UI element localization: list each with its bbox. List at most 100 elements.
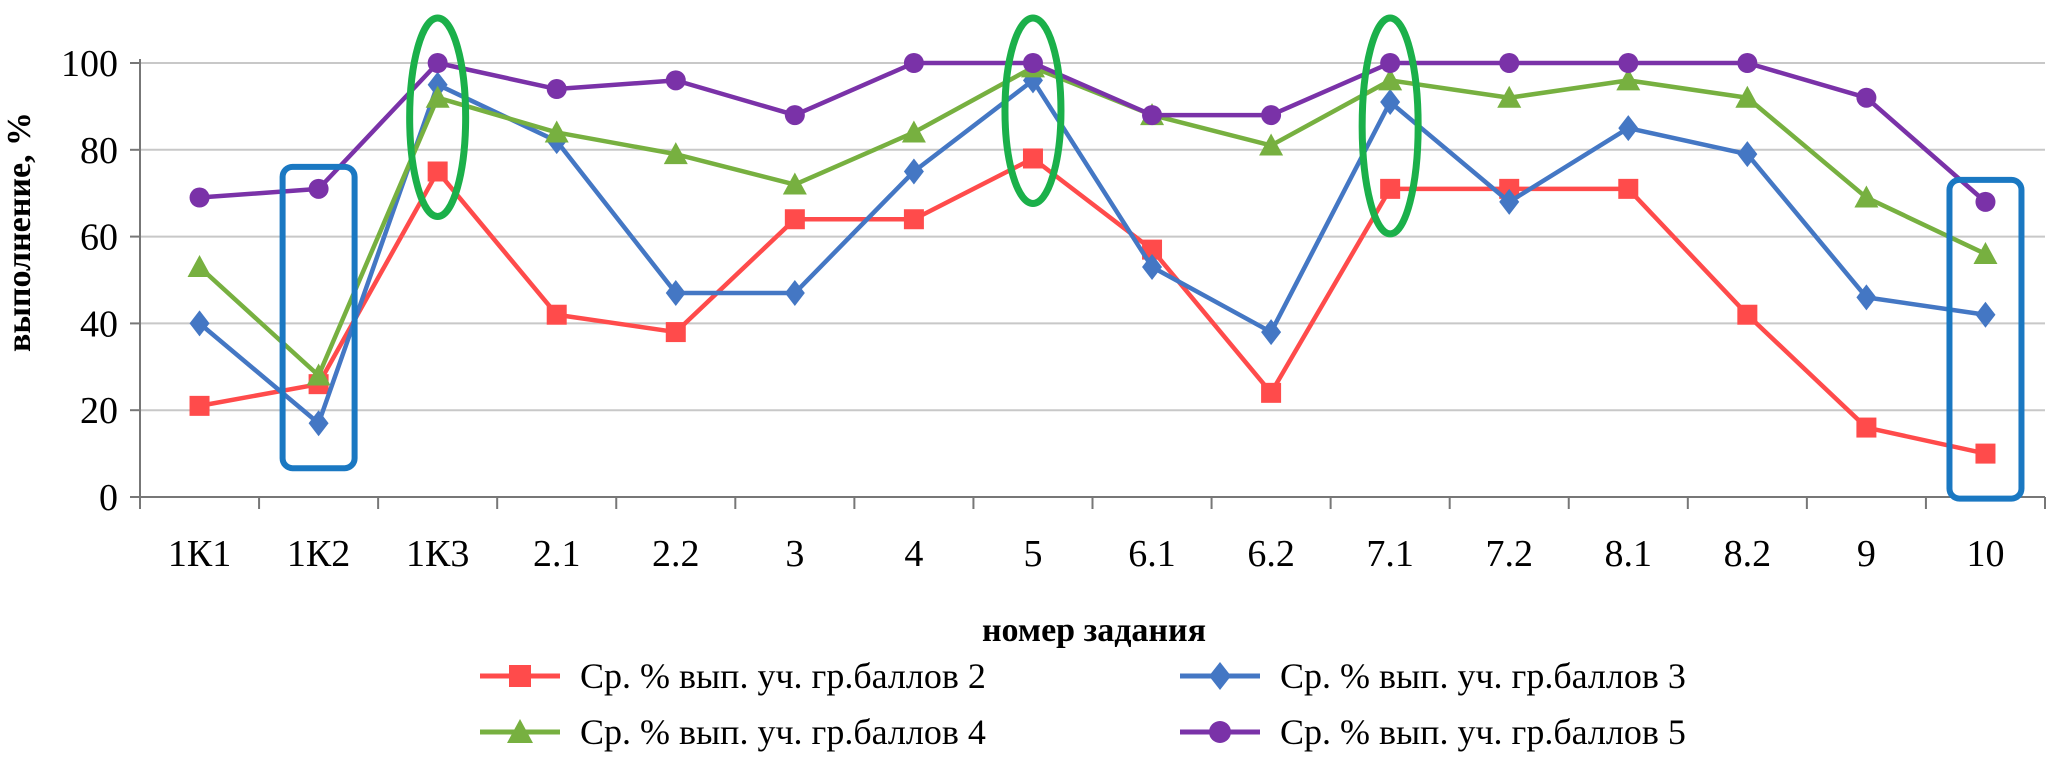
diamond-marker bbox=[1737, 141, 1758, 168]
axes bbox=[130, 59, 2046, 509]
square-marker bbox=[509, 665, 531, 687]
legend-label: Ср. % вып. уч. гр.баллов 3 bbox=[1280, 656, 1686, 696]
square-marker bbox=[189, 395, 210, 416]
triangle-marker bbox=[663, 142, 688, 165]
legend-label: Ср. % вып. уч. гр.баллов 4 bbox=[580, 712, 986, 752]
series-group bbox=[187, 53, 1998, 464]
circle-marker bbox=[308, 178, 329, 199]
square-marker bbox=[1856, 417, 1877, 438]
x-tick-label: 9 bbox=[1857, 533, 1876, 575]
highlight-box bbox=[279, 163, 358, 472]
square-marker bbox=[1380, 178, 1401, 199]
x-tick-label: 5 bbox=[1023, 533, 1042, 575]
series-1 bbox=[189, 148, 1996, 464]
square-marker bbox=[427, 161, 448, 182]
diamond-marker bbox=[1261, 319, 1282, 346]
circle-marker bbox=[1142, 105, 1163, 126]
circle-marker bbox=[1380, 53, 1401, 73]
triangle-marker bbox=[306, 363, 331, 386]
series-2 bbox=[189, 67, 1996, 437]
square-marker bbox=[1618, 178, 1639, 199]
triangle-marker bbox=[507, 719, 533, 743]
triangle-marker bbox=[901, 120, 926, 143]
y-tick-label: 100 bbox=[61, 43, 118, 85]
y-tick-label: 60 bbox=[80, 217, 118, 259]
series-3 bbox=[187, 55, 1998, 386]
triangle-marker bbox=[425, 85, 450, 108]
square-marker bbox=[784, 209, 805, 230]
triangle-marker bbox=[1973, 241, 1998, 264]
circle-marker bbox=[903, 53, 924, 73]
x-tick-label: 8.2 bbox=[1724, 533, 1772, 575]
x-tick-label: 1К1 bbox=[168, 533, 231, 575]
circle-marker bbox=[1209, 721, 1231, 743]
triangle-marker bbox=[1616, 68, 1641, 91]
diamond-marker bbox=[189, 310, 210, 337]
highlight-box bbox=[1946, 176, 2025, 502]
circle-marker bbox=[1618, 53, 1639, 73]
square-marker bbox=[1975, 443, 1996, 464]
triangle-marker bbox=[1735, 85, 1760, 108]
legend-label: Ср. % вып. уч. гр.баллов 5 bbox=[1280, 712, 1686, 752]
series-line bbox=[199, 156, 1986, 456]
triangle-marker bbox=[544, 120, 569, 143]
y-axis-title: выполнение, % bbox=[1, 112, 38, 352]
square-marker bbox=[1499, 178, 1520, 199]
diamond-marker bbox=[1856, 284, 1877, 311]
triangle-marker bbox=[1497, 85, 1522, 108]
x-tick-label: 8.1 bbox=[1605, 533, 1653, 575]
diamond-marker bbox=[665, 280, 686, 307]
x-tick-label: 2.2 bbox=[652, 533, 700, 575]
highlight-markers bbox=[279, 14, 2025, 502]
circle-marker bbox=[546, 79, 567, 100]
legend: Ср. % вып. уч. гр.баллов 2 Ср. % вып. уч.… bbox=[480, 656, 1686, 752]
x-tick-label: 6.2 bbox=[1247, 533, 1295, 575]
diamond-marker bbox=[1209, 662, 1231, 690]
y-tick-label: 20 bbox=[80, 390, 118, 432]
circle-marker bbox=[1499, 53, 1520, 73]
circle-marker bbox=[1975, 191, 1996, 212]
diamond-marker bbox=[1142, 253, 1163, 280]
y-tick-label: 0 bbox=[99, 477, 118, 519]
y-tick-label: 40 bbox=[80, 303, 118, 345]
x-tick-label: 1К2 bbox=[287, 533, 350, 575]
square-marker bbox=[546, 304, 567, 325]
y-tick-label: 80 bbox=[80, 130, 118, 172]
y-tick-labels: 0 20 40 60 80 100 bbox=[61, 43, 118, 519]
square-marker bbox=[665, 322, 686, 343]
x-tick-label: 7.1 bbox=[1366, 533, 1414, 575]
x-tick-label: 2.1 bbox=[533, 533, 581, 575]
x-tick-label: 6.1 bbox=[1128, 533, 1176, 575]
x-tick-label: 3 bbox=[785, 533, 804, 575]
highlight-ellipse bbox=[1358, 14, 1422, 238]
circle-marker bbox=[427, 53, 448, 73]
series-4 bbox=[189, 53, 1996, 212]
x-tick-label: 7.2 bbox=[1485, 533, 1533, 575]
legend-item: Ср. % вып. уч. гр.баллов 2 bbox=[480, 656, 986, 696]
diamond-marker bbox=[903, 158, 924, 185]
circle-marker bbox=[189, 187, 210, 208]
circle-marker bbox=[1856, 87, 1877, 108]
highlight-ellipse bbox=[1001, 14, 1065, 207]
square-marker bbox=[1737, 304, 1758, 325]
diamond-marker bbox=[1618, 115, 1639, 142]
circle-marker bbox=[784, 105, 805, 126]
triangle-marker bbox=[1378, 68, 1403, 91]
square-marker bbox=[1022, 148, 1043, 169]
triangle-marker bbox=[782, 172, 807, 195]
diamond-marker bbox=[1499, 188, 1520, 215]
x-tick-labels: 1К1 1К2 1К3 2.1 2.2 3 4 5 6.1 6.2 7.1 7.2 8.1 8.2 9 10 bbox=[168, 533, 2005, 575]
legend-item: Ср. % вып. уч. гр.баллов 4 bbox=[480, 712, 986, 752]
legend-label: Ср. % вып. уч. гр.баллов 2 bbox=[580, 656, 986, 696]
circle-marker bbox=[1737, 53, 1758, 73]
highlight-ellipse bbox=[406, 14, 470, 220]
circle-marker bbox=[1022, 53, 1043, 73]
triangle-marker bbox=[1854, 185, 1879, 208]
circle-marker bbox=[1261, 105, 1282, 126]
x-tick-label: 10 bbox=[1966, 533, 2004, 575]
square-marker bbox=[903, 209, 924, 230]
series-line bbox=[199, 60, 1987, 204]
x-tick-label: 1К3 bbox=[406, 533, 469, 575]
diamond-marker bbox=[308, 410, 329, 437]
